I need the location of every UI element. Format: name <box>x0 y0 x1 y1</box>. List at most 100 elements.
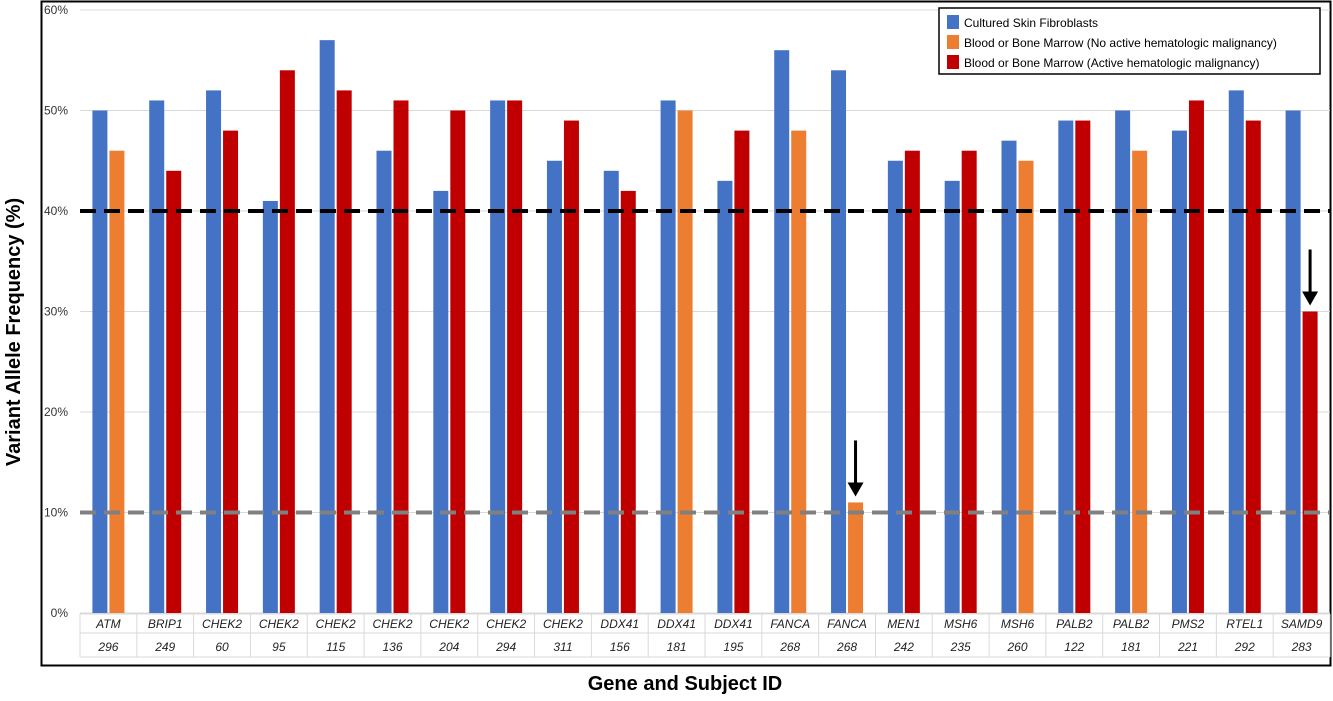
x-tick-subject-id-label: 136 <box>382 640 402 654</box>
x-tick-gene-label: DDX41 <box>714 617 753 631</box>
x-tick-gene-label: MSH6 <box>1001 617 1035 631</box>
bar-skin-fibroblasts <box>1115 110 1131 613</box>
x-tick-subject-id-label: 115 <box>326 640 345 654</box>
bar-skin-fibroblasts <box>546 160 562 613</box>
bar-skin-fibroblasts <box>887 160 903 613</box>
bar-skin-fibroblasts <box>1171 130 1187 613</box>
x-tick-subject-id-label: 195 <box>723 640 743 654</box>
bar-blood-marrow <box>1132 150 1148 613</box>
bar-skin-fibroblasts <box>1228 90 1244 613</box>
x-tick-gene-label: DDX41 <box>657 617 696 631</box>
annotation-arrow <box>1302 249 1319 306</box>
x-tick-subject-id-label: 181 <box>667 640 687 654</box>
x-tick-gene-label: CHEK2 <box>486 617 526 631</box>
x-tick-gene-label: FANCA <box>827 617 867 631</box>
x-tick-subject-id-label: 294 <box>495 640 516 654</box>
bar-blood-marrow <box>1018 160 1034 613</box>
bar-blood-marrow <box>393 100 409 613</box>
bar-skin-fibroblasts <box>206 90 222 613</box>
bar-blood-marrow <box>223 130 239 613</box>
legend-label: Blood or Bone Marrow (No active hematolo… <box>964 36 1277 50</box>
x-tick-gene-label: CHEK2 <box>259 617 299 631</box>
x-tick-subject-id-label: 268 <box>779 640 800 654</box>
y-tick-label: 0% <box>51 606 69 620</box>
x-tick-subject-id-label: 249 <box>154 640 175 654</box>
x-tick-subject-id-label: 311 <box>553 640 572 654</box>
bar-blood-marrow <box>904 150 920 613</box>
x-tick-subject-id-label: 221 <box>1177 640 1198 654</box>
x-tick-subject-id-label: 181 <box>1121 640 1141 654</box>
x-tick-gene-label: FANCA <box>770 617 810 631</box>
x-tick-gene-label: CHEK2 <box>543 617 583 631</box>
y-tick-label: 50% <box>44 104 68 118</box>
bar-skin-fibroblasts <box>433 190 449 613</box>
x-tick-gene-label: PMS2 <box>1172 617 1205 631</box>
x-tick-gene-label: MEN1 <box>887 617 920 631</box>
bar-skin-fibroblasts <box>660 100 676 613</box>
x-tick-gene-label: ATM <box>95 617 120 631</box>
bar-skin-fibroblasts <box>262 200 278 613</box>
x-tick-gene-label: CHEK2 <box>316 617 356 631</box>
x-tick-subject-id-label: 95 <box>272 640 286 654</box>
y-tick-label: 30% <box>44 305 68 319</box>
x-tick-subject-id-label: 283 <box>1291 640 1312 654</box>
x-tick-gene-label: PALB2 <box>1113 617 1150 631</box>
bar-blood-marrow <box>450 110 466 613</box>
bar-blood-marrow <box>279 70 295 614</box>
bar-blood-marrow <box>791 130 807 613</box>
bar-skin-fibroblasts <box>1058 120 1074 614</box>
x-tick-subject-id-label: 292 <box>1234 640 1255 654</box>
bar-blood-marrow <box>961 150 977 613</box>
bar-skin-fibroblasts <box>831 70 847 614</box>
bar-blood-marrow <box>1188 100 1204 613</box>
x-tick-gene-label: CHEK2 <box>202 617 242 631</box>
y-tick-label: 10% <box>44 506 68 520</box>
bar-blood-marrow <box>1245 120 1261 614</box>
bar-skin-fibroblasts <box>603 170 619 614</box>
x-tick-gene-label: CHEK2 <box>429 617 469 631</box>
x-axis-title: Gene and Subject ID <box>588 673 782 695</box>
x-tick-gene-label: RTEL1 <box>1226 617 1263 631</box>
bar-blood-marrow <box>1302 311 1318 613</box>
x-tick-gene-label: BRIP1 <box>148 617 183 631</box>
annotation-arrow <box>847 440 864 497</box>
chart-border <box>40 0 1332 667</box>
bar-skin-fibroblasts <box>1001 140 1017 613</box>
y-axis-title: Variant Allele Frequency (%) <box>3 198 25 466</box>
x-tick-gene-label: CHEK2 <box>372 617 412 631</box>
bar-blood-marrow <box>336 90 352 613</box>
bar-blood-marrow <box>166 170 182 614</box>
legend-swatch <box>947 55 959 69</box>
legend-label: Blood or Bone Marrow (Active hematologic… <box>964 56 1259 70</box>
x-tick-subject-id-label: 260 <box>1006 640 1027 654</box>
bar-blood-marrow <box>620 190 636 613</box>
bar-blood-marrow <box>677 110 693 613</box>
x-tick-gene-label: PALB2 <box>1056 617 1093 631</box>
bar-blood-marrow <box>1075 120 1091 614</box>
legend-label: Cultured Skin Fibroblasts <box>964 16 1098 30</box>
legend <box>938 7 1321 75</box>
bar-skin-fibroblasts <box>1285 110 1301 613</box>
bar-skin-fibroblasts <box>92 110 108 613</box>
x-tick-gene-label: SAMD9 <box>1281 617 1323 631</box>
x-tick-subject-id-label: 235 <box>950 640 971 654</box>
x-tick-subject-id-label: 296 <box>97 640 118 654</box>
bar-blood-marrow <box>507 100 523 613</box>
bar-blood-marrow <box>563 120 579 614</box>
y-tick-label: 20% <box>44 405 68 419</box>
x-tick-subject-id-label: 204 <box>438 640 459 654</box>
bar-skin-fibroblasts <box>149 100 165 613</box>
bar-blood-marrow <box>109 150 125 613</box>
y-tick-label: 60% <box>44 3 68 17</box>
x-tick-subject-id-label: 268 <box>836 640 857 654</box>
bar-blood-marrow <box>734 130 750 613</box>
bar-skin-fibroblasts <box>490 100 506 613</box>
x-tick-subject-id-label: 242 <box>893 640 914 654</box>
bar-skin-fibroblasts <box>376 150 392 613</box>
bar-skin-fibroblasts <box>319 40 335 613</box>
bar-skin-fibroblasts <box>774 50 790 613</box>
bar-skin-fibroblasts <box>944 180 960 613</box>
y-tick-label: 40% <box>44 204 68 218</box>
